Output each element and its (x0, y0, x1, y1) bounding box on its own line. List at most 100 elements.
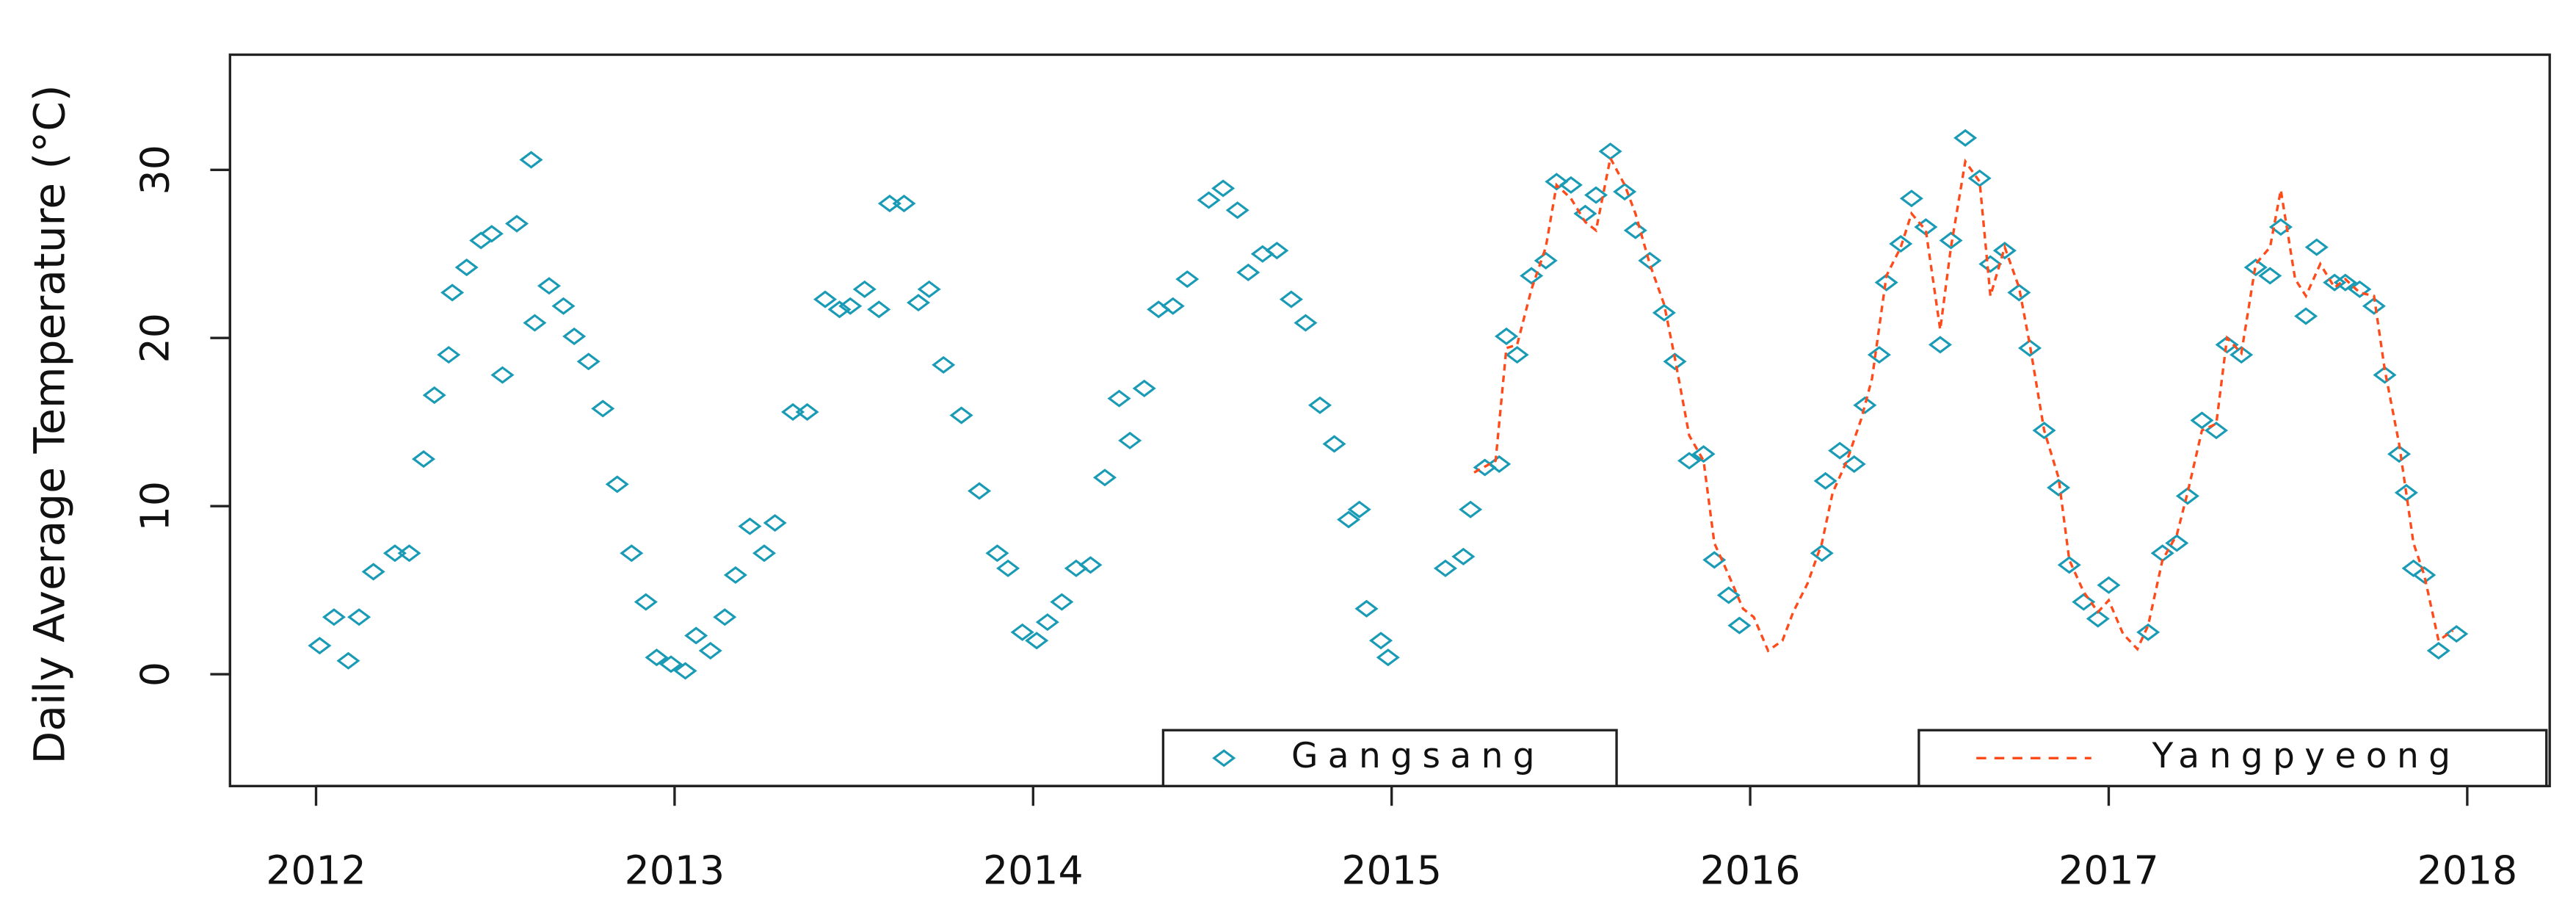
point (1451, 547, 1476, 565)
legend-box (1918, 729, 2548, 788)
point (838, 297, 863, 315)
point (2268, 218, 2293, 236)
point (2294, 307, 2318, 325)
point (684, 626, 708, 645)
point (2333, 273, 2357, 292)
point (1828, 441, 1852, 460)
point (1691, 445, 1716, 463)
point (1225, 201, 1249, 220)
point (1810, 544, 1834, 563)
point (1307, 396, 1332, 414)
point (1035, 613, 1059, 632)
point (634, 593, 658, 611)
point (2373, 366, 2397, 384)
point (1092, 469, 1117, 487)
plot-frame (228, 53, 2551, 788)
point (1347, 500, 1371, 518)
point (1265, 242, 1289, 260)
point (2190, 411, 2214, 430)
point (1928, 336, 1952, 354)
point (2362, 297, 2386, 315)
point (1559, 176, 1583, 194)
point (2072, 593, 2096, 611)
point (1889, 235, 1913, 253)
point (576, 353, 601, 371)
point (1322, 435, 1346, 453)
point (1294, 314, 1318, 332)
point (1853, 396, 1877, 414)
point (827, 300, 852, 319)
point (551, 297, 576, 315)
point (645, 648, 669, 667)
point (2057, 556, 2081, 574)
x-tick-label: 2018 (2417, 847, 2518, 894)
x-tick-label: 2014 (983, 847, 1084, 894)
point (723, 565, 747, 585)
point (1967, 169, 1992, 187)
point (411, 450, 436, 469)
point (1376, 648, 1400, 667)
point (2136, 623, 2160, 641)
point (852, 280, 877, 298)
point (968, 482, 992, 500)
point (490, 366, 515, 384)
point (620, 544, 644, 563)
point (2017, 339, 2042, 357)
point (2229, 346, 2254, 364)
point (479, 225, 504, 243)
point (932, 355, 956, 374)
point (996, 559, 1020, 577)
point (308, 637, 332, 655)
point (1107, 389, 1131, 408)
point (2387, 445, 2412, 463)
point (1899, 189, 1923, 208)
x-tick-label: 2012 (266, 847, 366, 894)
point (1494, 327, 1519, 345)
point (2007, 283, 2031, 302)
point (713, 608, 737, 626)
point (1520, 267, 1544, 285)
point (1132, 379, 1156, 397)
point (1598, 142, 1622, 161)
point (1727, 616, 1752, 635)
point (1623, 221, 1647, 239)
point (781, 402, 805, 421)
point (906, 294, 931, 312)
point (1677, 452, 1702, 470)
point (2445, 625, 2469, 643)
legend-label: Yangpyeong (2152, 736, 2461, 776)
point (1354, 599, 1379, 618)
point (2243, 259, 2268, 277)
point (658, 655, 683, 673)
point (985, 544, 1009, 563)
point (752, 544, 777, 563)
point (1652, 303, 1676, 322)
point (2032, 422, 2056, 440)
point (2323, 273, 2347, 292)
point (877, 195, 901, 213)
point (336, 651, 360, 670)
point (1175, 270, 1200, 289)
point (1078, 556, 1103, 574)
point (382, 544, 407, 563)
point (2204, 422, 2229, 440)
y-axis-label: Daily Average Temperature (°C) (25, 84, 75, 764)
x-tick-label: 2016 (1700, 847, 1801, 894)
point (2086, 610, 2110, 628)
legend-label: Gangsang (1291, 736, 1545, 776)
point (1197, 191, 1221, 209)
point (2215, 336, 2239, 354)
point (1716, 586, 1741, 604)
point (523, 314, 547, 332)
point (440, 283, 465, 302)
point (917, 280, 941, 298)
point (1842, 455, 1866, 473)
point (1813, 471, 1837, 490)
point (1914, 218, 1938, 236)
point (1613, 183, 1637, 201)
point (2348, 280, 2372, 298)
point (537, 277, 562, 295)
point (422, 386, 446, 405)
point (2394, 483, 2418, 502)
